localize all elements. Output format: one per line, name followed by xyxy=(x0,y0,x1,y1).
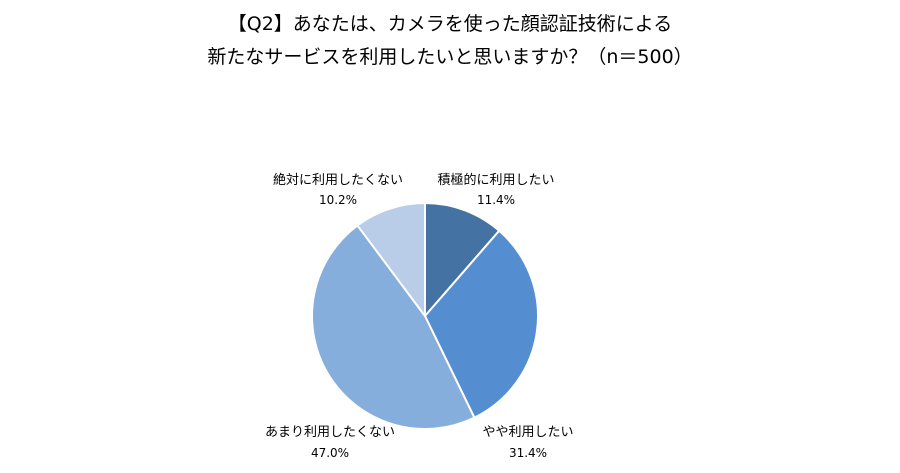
slice-value-rather-not: 47.0% xyxy=(311,446,349,460)
pie-slice-actively xyxy=(424,202,501,317)
slice-label-rather-not: あまり利用したくない xyxy=(265,425,395,440)
slice-value-never: 10.2% xyxy=(319,193,357,207)
pie-slice-somewhat xyxy=(424,229,539,419)
pie-slice-rather-not xyxy=(311,224,476,430)
chart-title: 【Q2】あなたは、カメラを使った顔認証技術による 新たなサービスを利用したいと思… xyxy=(0,8,900,74)
slice-label-never: 絶対に利用したくない xyxy=(273,172,403,188)
slice-label-actively: 積極的に利用したい xyxy=(437,172,554,188)
slice-label-somewhat: やや利用したい xyxy=(482,425,573,440)
pie-slices xyxy=(311,202,539,430)
pie-slice-never xyxy=(356,202,426,317)
slice-value-somewhat: 31.4% xyxy=(509,446,547,460)
chart-title-line-1: 【Q2】あなたは、カメラを使った顔認証技術による xyxy=(227,13,673,35)
pie-labels: 積極的に利用したい 11.4% やや利用したい 31.4% あまり利用したくない 47.0… xyxy=(265,172,574,460)
chart-title-line-2: 新たなサービスを利用したいと思いますか？（n＝500） xyxy=(207,46,693,68)
slice-value-actively: 11.4% xyxy=(477,193,515,207)
